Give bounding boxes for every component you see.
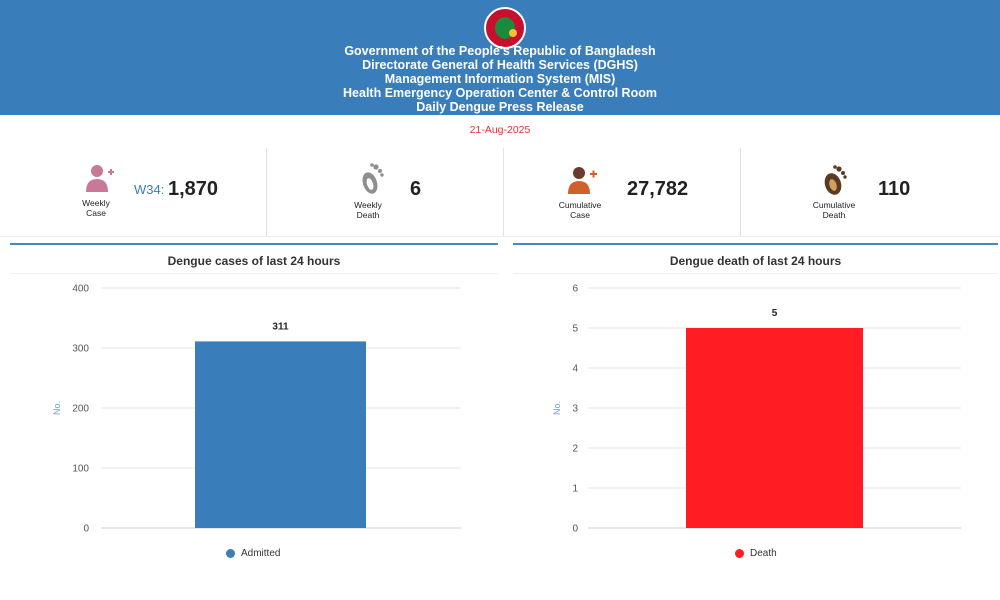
- add-person-icon: [86, 165, 114, 192]
- header-line-dghs: Directorate General of Health Services (…: [362, 58, 638, 72]
- y-tick-label: 5: [572, 324, 578, 335]
- cases-chart-title: Dengue cases of last 24 hours: [167, 254, 341, 268]
- y-tick-label: 200: [72, 404, 89, 415]
- week-number: W34:: [134, 182, 165, 197]
- y-tick-label: 1: [572, 484, 578, 495]
- stat-weekly-case-label: Weekly Case: [82, 198, 110, 218]
- bar-death[interactable]: [686, 328, 863, 528]
- y-tick-label: 0: [572, 524, 578, 535]
- y-tick-label: 300: [72, 344, 89, 355]
- y-tick-label: 400: [72, 284, 89, 295]
- y-tick-label: 100: [72, 464, 89, 475]
- header-line-mis: Management Information System (MIS): [384, 72, 616, 86]
- y-axis-label: No.: [552, 401, 562, 415]
- y-tick-label: 0: [83, 524, 89, 535]
- stat-cumulative-case-label: Cumulative Case: [558, 200, 602, 220]
- death-legend-marker: [735, 549, 744, 558]
- y-tick-label: 3: [572, 404, 578, 415]
- cumulative-death-value: 110: [878, 178, 911, 200]
- cases-panel-rule: [10, 243, 498, 245]
- weekly-case-value: 1,870: [168, 178, 219, 200]
- cases-legend[interactable]: Admitted: [226, 548, 280, 559]
- footprint-icon: [362, 163, 384, 194]
- bar-admitted[interactable]: [195, 341, 366, 528]
- cases-bar-chart: 0 100 200 300 400 No. 311: [52, 284, 461, 535]
- header-line-eoc: Health Emergency Operation Center & Cont…: [343, 86, 657, 100]
- stat-weekly-death-label: Weekly Death: [354, 200, 382, 220]
- report-date: 21-Aug-2025: [469, 124, 531, 136]
- cumulative-case-value: 27,782: [627, 178, 689, 200]
- deaths-bar-chart: 0 1 2 3 4 5 6 No. 5: [552, 284, 961, 535]
- y-tick-label: 4: [572, 364, 578, 375]
- y-tick-label: 6: [572, 284, 578, 295]
- admitted-legend-label: Admitted: [241, 548, 281, 559]
- header-line-press-release: Daily Dengue Press Release: [416, 100, 584, 114]
- deaths-legend[interactable]: Death: [735, 548, 777, 559]
- header-banner: Government of the People's Republic of B…: [0, 0, 1000, 115]
- y-axis-label: No.: [52, 401, 62, 415]
- bar-value-label: 311: [272, 321, 289, 332]
- deaths-chart-title: Dengue death of last 24 hours: [669, 254, 842, 268]
- death-legend-label: Death: [750, 548, 777, 559]
- weekly-death-value: 6: [410, 178, 422, 200]
- footprint-icon: [824, 165, 847, 195]
- admitted-legend-marker: [226, 549, 235, 558]
- deaths-panel-rule: [513, 243, 998, 245]
- header-text: Government of the People's Republic of B…: [0, 44, 1000, 114]
- government-logo-icon: [484, 7, 526, 49]
- header-line-government: Government of the People's Republic of B…: [344, 44, 656, 58]
- stat-cumulative-death-label: Cumulative Death: [812, 200, 856, 220]
- add-person-icon: [568, 167, 597, 194]
- bar-value-label: 5: [772, 308, 778, 319]
- y-tick-label: 2: [572, 444, 578, 455]
